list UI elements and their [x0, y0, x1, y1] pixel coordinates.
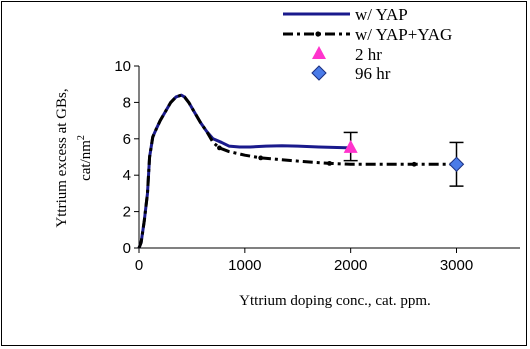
y-ticks: 0 2 4 6 8 10 — [114, 58, 139, 257]
y-axis-label-unit-exponent: 2 — [76, 135, 87, 140]
y-axis-label: Yttrium excess at GBs, cat/nm2 — [54, 88, 94, 227]
series-line-yap — [137, 93, 351, 249]
x-tick-label: 0 — [135, 257, 143, 274]
x-ticks: 0 1000 2000 3000 — [135, 248, 473, 274]
legend-label: w/ YAP+YAG — [355, 25, 452, 44]
series-point-yap-yag — [411, 161, 417, 167]
legend-swatch-96hr — [311, 65, 327, 81]
x-tick-label: 3000 — [440, 257, 473, 274]
y-axis-label-line1: Yttrium excess at GBs, — [54, 88, 70, 227]
markers — [343, 131, 465, 187]
y-tick-label: 6 — [123, 131, 131, 148]
x-tick-label: 1000 — [228, 257, 261, 274]
legend-label: w/ YAP — [355, 5, 408, 24]
y-tick-label: 8 — [123, 94, 131, 111]
y-axis-label-line2: cat/nm2 — [76, 135, 94, 181]
series-point-yap-yag — [217, 145, 222, 151]
x-tick-label: 2000 — [334, 257, 367, 274]
axes — [138, 66, 520, 249]
x-axis-label: Yttrium doping conc., cat. ppm. — [239, 293, 431, 309]
legend-label: 2 hr — [355, 45, 382, 64]
series-point-yap-yag — [258, 155, 264, 161]
legend-swatch-dot — [315, 31, 321, 37]
y-tick-label: 2 — [123, 204, 131, 221]
y-tick-label: 4 — [123, 167, 131, 184]
legend-swatch-2hr — [312, 46, 326, 59]
legend-label: 96 hr — [355, 64, 391, 83]
marker-2hr-triangle — [343, 139, 358, 153]
series-lines — [137, 93, 457, 249]
series-line-yap-yag — [137, 93, 457, 249]
y-tick-label: 10 — [114, 58, 131, 75]
marker-96hr-diamond — [448, 156, 465, 172]
y-axis-label-unit: cat/nm — [78, 140, 94, 181]
y-tick-label: 0 — [123, 240, 131, 257]
series-point-yap-yag — [327, 160, 332, 166]
